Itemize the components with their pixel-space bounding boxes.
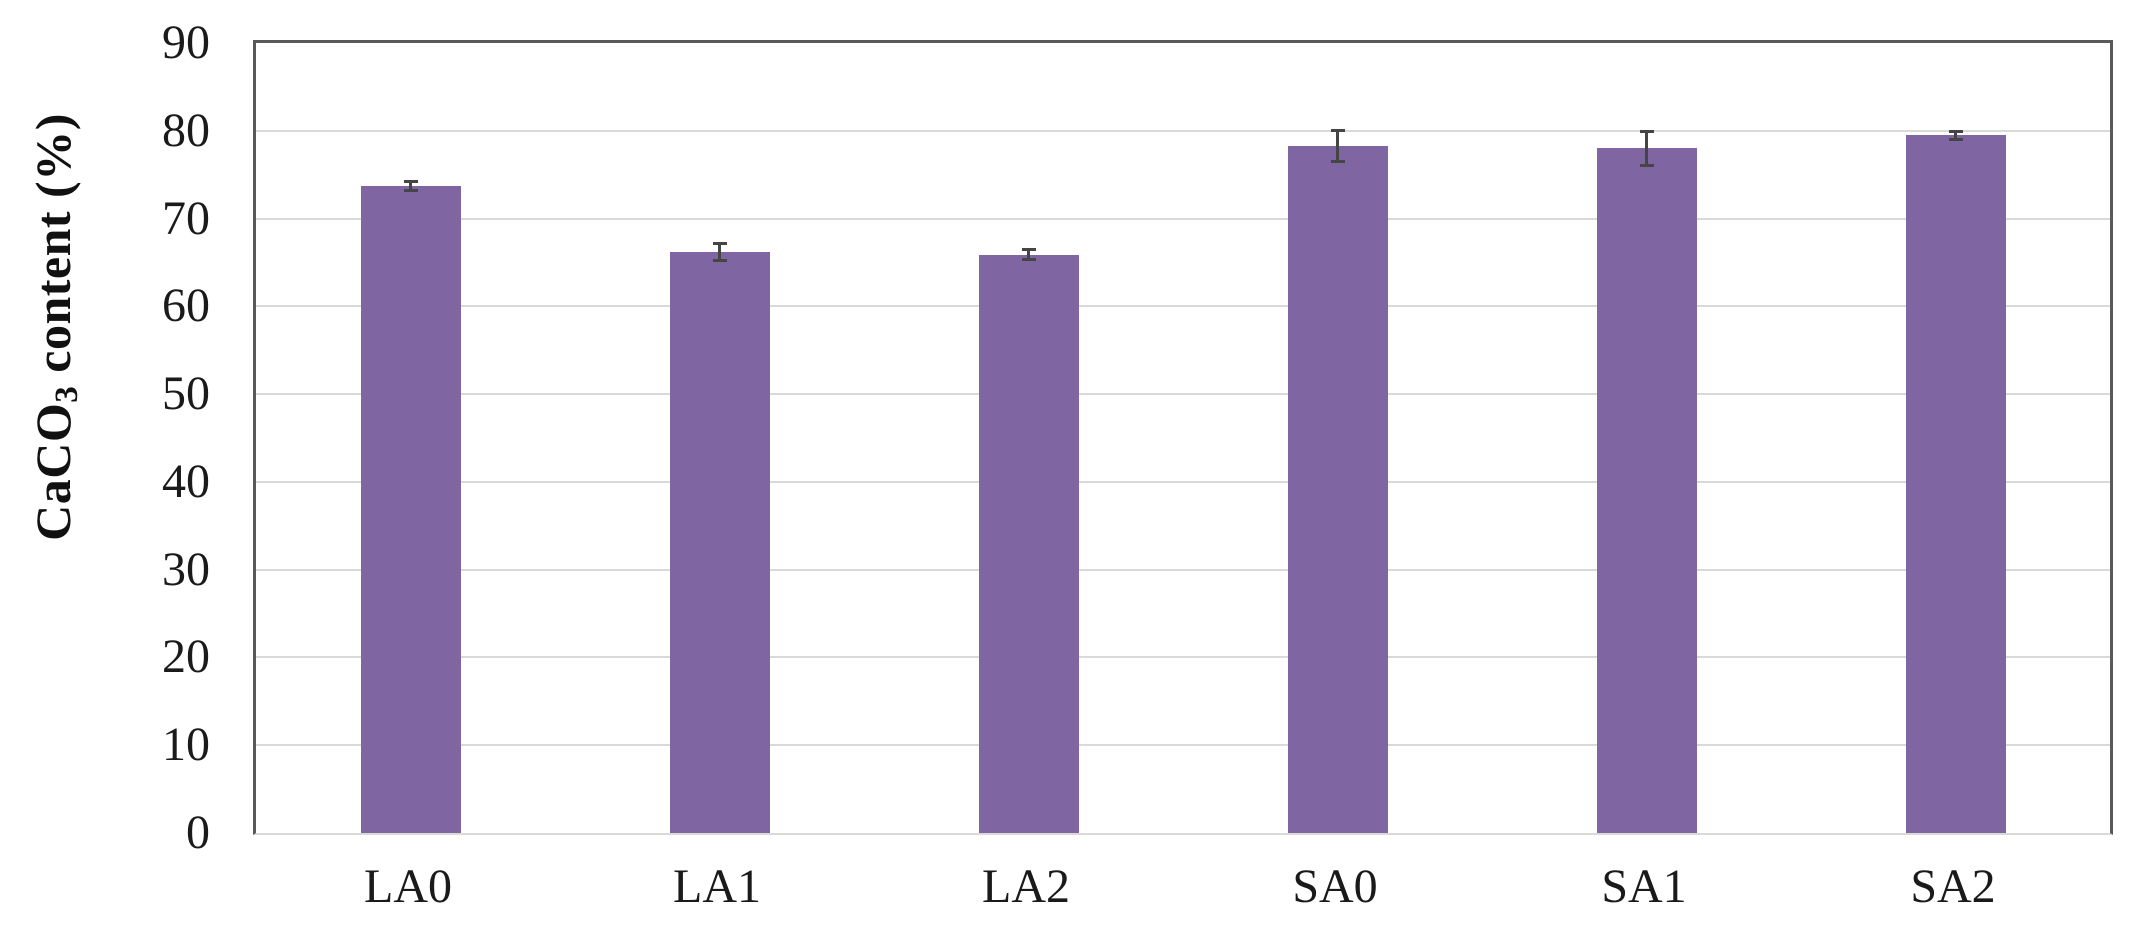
y-tick-label: 30	[162, 542, 210, 596]
y-tick-label: 80	[162, 103, 210, 157]
y-tick-label: 20	[162, 630, 210, 684]
y-tick-label: 90	[162, 16, 210, 69]
error-bar-top-cap	[712, 241, 727, 245]
y-tick-label: 0	[186, 806, 210, 859]
gridline	[256, 129, 2110, 132]
plot-area	[253, 40, 2113, 835]
error-bar-top-cap	[1330, 128, 1345, 132]
bar-la0	[360, 186, 461, 833]
y-tick-label: 50	[162, 367, 210, 421]
error-bar-bottom-cap	[403, 188, 418, 192]
x-tick-label-la1: LA1	[673, 860, 761, 913]
bar-sa2	[1905, 135, 2006, 833]
error-bar	[1645, 132, 1648, 165]
error-bar-top-cap	[403, 180, 418, 184]
gridline	[256, 744, 2110, 747]
gridline	[256, 568, 2110, 571]
error-bar-top-cap	[1021, 248, 1036, 252]
x-tick-label-la0: LA0	[364, 860, 452, 913]
error-bar-top-cap	[1639, 129, 1654, 133]
y-tick-label: 70	[162, 191, 210, 245]
x-tick-label-sa2: SA2	[1910, 860, 1996, 913]
bar-la1	[669, 251, 770, 833]
error-bar	[1027, 251, 1030, 259]
error-bar	[718, 244, 721, 259]
error-bar-bottom-cap	[1639, 164, 1654, 168]
error-bar-bottom-cap	[1948, 137, 1963, 141]
error-bar-top-cap	[1948, 129, 1963, 133]
error-bar	[1954, 132, 1957, 138]
gridline	[256, 480, 2110, 483]
gridline	[256, 393, 2110, 396]
bar-la2	[978, 254, 1079, 833]
x-tick-label-sa1: SA1	[1601, 860, 1687, 913]
x-tick-label-la2: LA2	[982, 860, 1070, 913]
gridline	[256, 217, 2110, 220]
error-bar	[1336, 131, 1339, 160]
gridline	[256, 305, 2110, 308]
bar-sa1	[1596, 148, 1697, 833]
x-tick-label-sa0: SA0	[1292, 860, 1378, 913]
y-tick-label: 10	[162, 718, 210, 772]
error-bar-bottom-cap	[712, 258, 727, 262]
y-tick-label: 40	[162, 454, 210, 508]
y-tick-label: 60	[162, 279, 210, 333]
error-bar-bottom-cap	[1021, 258, 1036, 262]
error-bar-bottom-cap	[1330, 159, 1345, 163]
bar-sa0	[1287, 145, 1388, 833]
gridline	[256, 656, 2110, 659]
error-bar	[409, 183, 412, 189]
